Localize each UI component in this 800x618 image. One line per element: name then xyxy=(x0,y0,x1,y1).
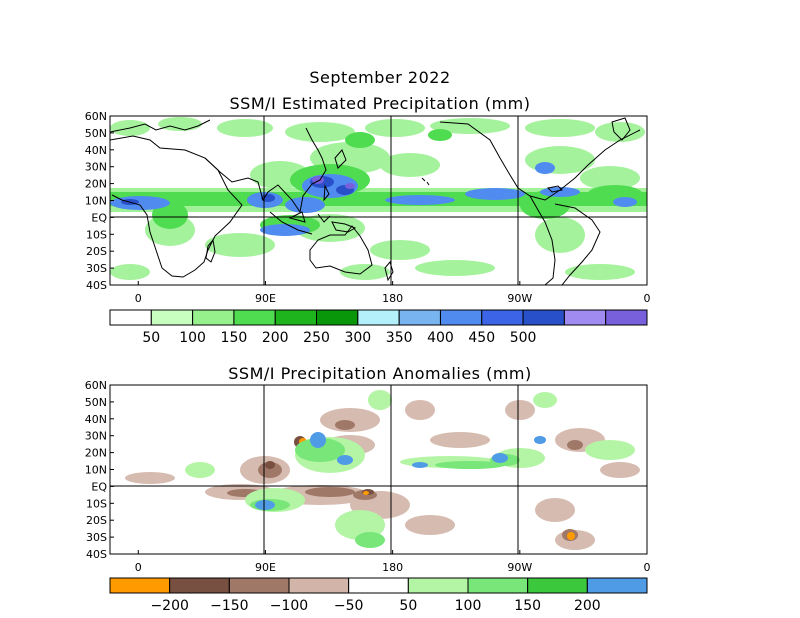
top-lat-label: EQ xyxy=(91,211,107,224)
bottom-colorbar-label: −50 xyxy=(334,598,364,614)
bottom-lon-label: 0 xyxy=(644,561,651,574)
top-colorbar-label: 100 xyxy=(179,330,206,346)
top-colorbar-swatch xyxy=(233,309,276,326)
top-colorbar-swatch xyxy=(109,309,152,326)
top-colorbar-swatch xyxy=(192,309,235,326)
top-colorbar-swatch xyxy=(522,309,565,326)
top-colorbar-swatch xyxy=(357,309,400,326)
bottom-colorbar-swatch xyxy=(109,577,171,594)
top-colorbar-label: 350 xyxy=(386,330,413,346)
bottom-colorbar-swatch xyxy=(348,577,409,594)
bottom-colorbar-label: 200 xyxy=(574,598,601,614)
top-lat-label: 60N xyxy=(85,110,107,123)
top-colorbar-label: 50 xyxy=(142,330,160,346)
bottom-colorbar-label: 50 xyxy=(399,598,417,614)
top-lon-label: 90E xyxy=(255,292,276,305)
bottom-lat-label: 10S xyxy=(86,497,107,510)
top-colorbar-swatch xyxy=(605,309,648,326)
bottom-colorbar-swatch xyxy=(169,577,230,594)
bottom-lon-label: 90E xyxy=(255,561,276,574)
top-colorbar-swatch xyxy=(274,309,318,326)
bottom-colorbar-swatch xyxy=(228,577,290,594)
top-lon-label: 0 xyxy=(135,292,142,305)
bottom-colorbar-label: 150 xyxy=(514,598,541,614)
top-lat-label: 40S xyxy=(86,279,107,292)
bottom-lon-label: 180 xyxy=(382,561,403,574)
bottom-colorbar-label: 100 xyxy=(455,598,482,614)
top-colorbar-label: 500 xyxy=(510,330,537,346)
top-lat-label: 50N xyxy=(85,127,107,140)
bottom-map-panel: 60N 50N 40N 30N 20N 10N EQ 10S 20S 30S 40S 0 90E 180… xyxy=(85,379,651,614)
bottom-colorbar-swatch xyxy=(288,577,350,594)
top-lon-labels: 0 90E 180 90W 0 xyxy=(135,281,651,305)
bottom-lat-label: 40S xyxy=(86,548,107,561)
top-lat-label: 30N xyxy=(85,161,107,174)
top-lon-label: 0 xyxy=(644,292,651,305)
bottom-lat-label: 30N xyxy=(85,430,107,443)
bottom-lat-label: 10N xyxy=(85,464,107,477)
bottom-colorbar-swatch xyxy=(467,577,529,594)
top-lat-label: 10S xyxy=(86,228,107,241)
bottom-colorbar-swatch xyxy=(527,577,588,594)
top-lat-labels: 60N 50N 40N 30N 20N 10N EQ 10S 20S 30S 40S xyxy=(85,110,114,292)
top-colorbar-label: 200 xyxy=(262,330,289,346)
top-lat-label: 40N xyxy=(85,144,107,157)
bottom-lat-labels: 60N 50N 40N 30N 20N 10N EQ 10S 20S 30S 40S xyxy=(85,379,114,561)
bottom-gridlines xyxy=(110,385,647,554)
top-lat-label: 20S xyxy=(86,245,107,258)
top-colorbar-swatch xyxy=(563,309,607,326)
top-colorbar-swatch xyxy=(316,309,359,326)
bottom-panel-title: SSM/I Precipitation Anomalies (mm) xyxy=(228,364,532,383)
top-gridlines xyxy=(110,116,647,285)
bottom-lat-label: 50N xyxy=(85,396,107,409)
top-lat-label: 30S xyxy=(86,262,107,275)
top-colorbar-label: 250 xyxy=(303,330,330,346)
top-map-panel: 60N 50N 40N 30N 20N 10N EQ 10S 20S 30S 40S 0 90E 180… xyxy=(85,110,651,346)
top-lon-label: 90W xyxy=(507,292,532,305)
top-lat-label: 20N xyxy=(85,178,107,191)
bottom-lat-label: 60N xyxy=(85,379,107,392)
bottom-colorbar-label: −150 xyxy=(210,598,248,614)
bottom-anomaly-field xyxy=(125,390,640,550)
top-colorbar: 50 100 150 200 250 300 350 400 450 500 xyxy=(109,309,648,346)
bottom-lon-label: 0 xyxy=(135,561,142,574)
top-colorbar-swatch xyxy=(439,309,483,326)
bottom-colorbar-label: −200 xyxy=(150,598,188,614)
bottom-colorbar: −200 −150 −100 −50 50 100 150 200 xyxy=(109,577,648,614)
top-colorbar-label: 400 xyxy=(427,330,454,346)
top-colorbar-swatch xyxy=(150,309,194,326)
figure-month-title: September 2022 xyxy=(309,68,451,87)
top-colorbar-label: 150 xyxy=(221,330,248,346)
bottom-lat-label: 20S xyxy=(86,514,107,527)
bottom-lat-label: 20N xyxy=(85,447,107,460)
top-lat-label: 10N xyxy=(85,195,107,208)
top-colorbar-swatch xyxy=(398,309,441,326)
bottom-colorbar-swatch xyxy=(586,577,648,594)
bottom-colorbar-label: −100 xyxy=(270,598,308,614)
top-colorbar-swatch xyxy=(481,309,524,326)
bottom-lon-label: 90W xyxy=(507,561,532,574)
top-colorbar-label: 300 xyxy=(344,330,371,346)
top-panel-title: SSM/I Estimated Precipitation (mm) xyxy=(229,94,531,113)
top-lon-label: 180 xyxy=(382,292,403,305)
bottom-lat-label: EQ xyxy=(91,480,107,493)
bottom-colorbar-swatch xyxy=(407,577,469,594)
bottom-lat-label: 30S xyxy=(86,531,107,544)
top-colorbar-label: 450 xyxy=(468,330,495,346)
bottom-lon-labels: 0 90E 180 90W 0 xyxy=(135,550,651,574)
bottom-lat-label: 40N xyxy=(85,413,107,426)
